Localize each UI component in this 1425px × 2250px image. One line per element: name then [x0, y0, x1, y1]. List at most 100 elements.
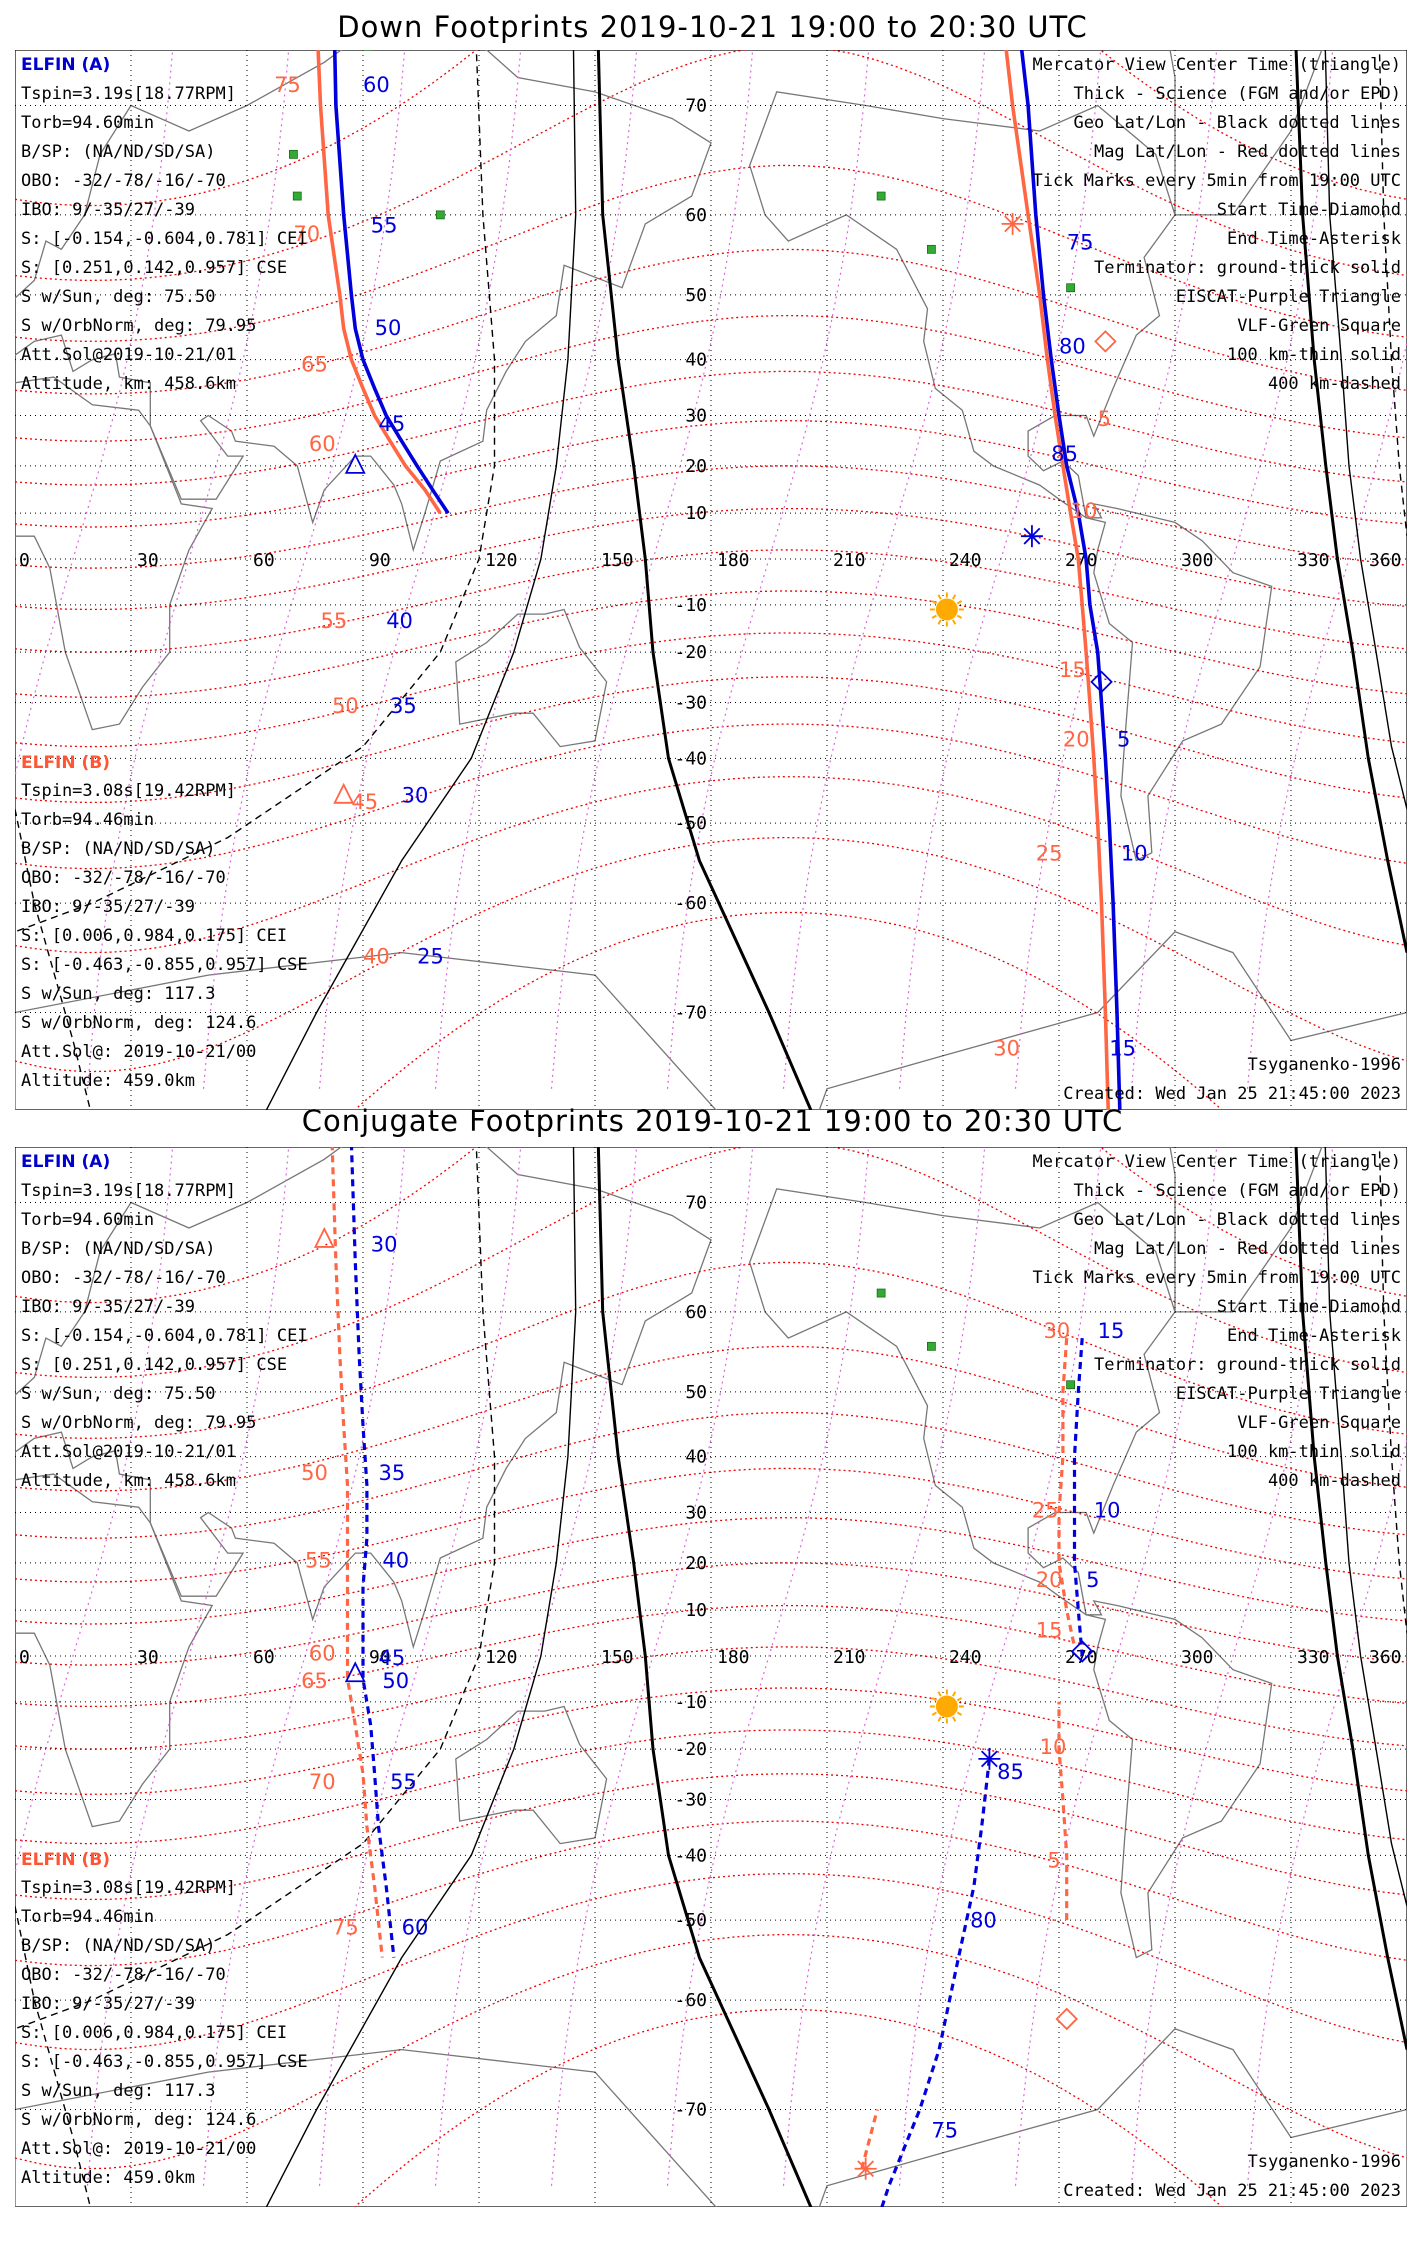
elfin-b-info-line: Torb=94.46min	[21, 810, 154, 830]
lon-tick-label: 90	[369, 1647, 391, 1668]
lat-tick-label: 20	[685, 1553, 707, 1574]
lat-tick-label: -50	[674, 813, 707, 834]
track-elfin-b-5	[1057, 1701, 1069, 1921]
legend-line: Thick - Science (FGM and/or EPD)	[1073, 1181, 1401, 1201]
track-elfin-a-4	[880, 1758, 991, 2207]
center-time-triangle-icon	[333, 782, 355, 804]
track-elfin-a-0	[332, 50, 450, 515]
track-time-label: 55	[371, 214, 398, 238]
legend-line: Geo Lat/Lon - Black dotted lines	[1073, 1210, 1401, 1230]
mag-lon-line-1	[86, 1147, 290, 2186]
track-time-label: 30	[1044, 1319, 1071, 1343]
elfin-a-info-line: S: [-0.154,-0.604,0.781] CEI	[21, 1326, 308, 1346]
track-time-label: 20	[1036, 1568, 1063, 1592]
track-time-label: 10	[1071, 499, 1098, 523]
geo-grid	[15, 1147, 1407, 2207]
track-elfin-b-3	[1004, 50, 1111, 1110]
coastline-4	[1169, 1147, 1323, 1313]
terminator-400km-west	[15, 50, 496, 933]
vlf-stations	[288, 50, 1075, 293]
terminators	[15, 50, 1407, 1110]
legend-line: Tick Marks every 5min from 19:00 UTC	[1033, 1268, 1401, 1288]
legend-line: VLF-Green Square	[1237, 316, 1401, 336]
track-elfin-a-0	[349, 1147, 396, 1958]
mag-lon-line-0	[15, 1147, 174, 1876]
coastline-2	[455, 608, 608, 748]
elfin-b-info: ELFIN (B) Tspin=3.08s[19.42RPM] Torb=94.46…	[21, 753, 308, 1091]
center-time-triangle-icon	[344, 1661, 366, 1683]
start-time-diamond-icon	[1070, 1640, 1094, 1663]
coastline-5	[818, 2028, 1407, 2207]
track-time-label: 50	[301, 1461, 328, 1485]
start-time-diamond-icon	[1090, 670, 1113, 694]
end-time-asterisk-icon	[854, 2157, 877, 2180]
lon-tick-label: 0	[19, 550, 30, 571]
elfin-b-info-line: OBO: -32/-78/-16/-70	[21, 868, 226, 888]
elfin-a-info-line: OBO: -32/-78/-16/-70	[21, 1268, 226, 1288]
mag-lon-line-0	[15, 50, 174, 779]
legend-line: End Time-Asterisk	[1227, 229, 1401, 249]
track-time-label: 15	[1109, 1037, 1136, 1061]
track-time-label: 45	[378, 412, 405, 436]
start-time-diamond-icon	[1094, 330, 1117, 353]
legend-line: Tick Marks every 5min from 19:00 UTC	[1033, 171, 1401, 191]
elfin-b-info-line: S: [-0.463,-0.855,0.957] CSE	[21, 2052, 308, 2072]
lon-tick-label: 330	[1297, 550, 1330, 571]
mag-lon-line-6	[666, 1147, 870, 2186]
lat-tick-label: 30	[685, 1502, 707, 1523]
track-time-label: 5	[1117, 728, 1130, 752]
legend-line: Terminator: ground-thick solid	[1094, 1355, 1401, 1375]
lat-tick-label: -50	[674, 1910, 707, 1931]
terminator-400km-east	[1378, 1147, 1407, 1634]
lon-tick-label: 210	[833, 1647, 866, 1668]
mag-lat-line-4	[15, 1773, 1407, 1901]
lat-tick-label: -40	[674, 1845, 707, 1866]
lon-tick-label: 180	[717, 550, 750, 571]
track-time-label: 85	[997, 1760, 1024, 1784]
mag-lat-line-2	[15, 776, 1407, 954]
elfin-a-info-line: S w/Sun, deg: 75.50	[21, 1384, 215, 1404]
mag-lon-line-9	[1014, 1147, 1218, 2186]
legend-line: Thick - Science (FGM and/or EPD)	[1073, 84, 1401, 104]
vlf-square-icon	[292, 191, 302, 201]
lat-tick-label: 70	[685, 1193, 707, 1214]
legend: Mercator View Center Time (triangle) Thic…	[1033, 1152, 1401, 1491]
vlf-square-icon	[927, 1341, 936, 1351]
terminator-100km-east	[1324, 1147, 1407, 1907]
lon-tick-label: 30	[137, 1647, 159, 1668]
lat-tick-label: 60	[685, 205, 707, 226]
terminator-100km-west	[265, 50, 577, 1110]
mag-lat-line-2	[15, 1873, 1407, 2051]
track-time-label: 10	[1121, 842, 1148, 866]
coastline-0	[15, 376, 214, 731]
mag-lon-line-10	[1130, 1147, 1334, 2186]
legend-line: EISCAT-Purple Triangle	[1176, 287, 1401, 307]
axis-labels: 0 30 60 90 120 150 180 210 240 270 300 330 360 70 60 50…	[19, 96, 1402, 1024]
elfin-a-info-line: S w/OrbNorm, deg: 79.95	[21, 1413, 256, 1433]
footer: Tsyganenko-1996 Created: Wed Jan 25 21:45…	[1063, 1055, 1401, 1104]
lat-tick-label: -60	[674, 893, 707, 914]
elfin-b-title: ELFIN (B)	[21, 1850, 110, 1870]
track-elfin-a-2	[1072, 1337, 1084, 1657]
lat-tick-label: 60	[685, 1302, 707, 1323]
map-panel-down: 0 30 60 90 120 150 180 210 240 270 300 330 360 70 60 50…	[15, 50, 1407, 1110]
track-time-label: 70	[293, 222, 320, 246]
lon-tick-label: 270	[1065, 550, 1098, 571]
created-timestamp: Created: Wed Jan 25 21:45:00 2023	[1063, 1084, 1401, 1104]
legend-line: VLF-Green Square	[1237, 1413, 1401, 1433]
elfin-a-info-line: Altitude, km: 458.6km	[21, 374, 236, 394]
elfin-a-info-line: B/SP: (NA/ND/SD/SA)	[21, 1239, 215, 1259]
elfin-a-info-line: IBO: 9/-35/27/-39	[21, 200, 195, 220]
mag-lon-line-11	[1246, 1436, 1407, 2186]
track-time-label: 5	[1098, 407, 1111, 431]
track-time-label: 50	[375, 316, 402, 340]
mag-lon-line-5	[550, 50, 754, 1089]
lon-tick-label: 120	[485, 550, 518, 571]
lon-tick-label: 240	[949, 1647, 982, 1668]
mag-lat-line-0	[353, 2008, 1224, 2207]
elfin-a-info-line: S: [-0.154,-0.604,0.781] CEI	[21, 229, 308, 249]
lon-tick-label: 150	[601, 550, 634, 571]
legend-line: 100 km-thin solid	[1227, 345, 1401, 365]
elfin-a-info-line: Torb=94.60min	[21, 113, 154, 133]
track-time-label: 5	[1086, 1568, 1099, 1592]
